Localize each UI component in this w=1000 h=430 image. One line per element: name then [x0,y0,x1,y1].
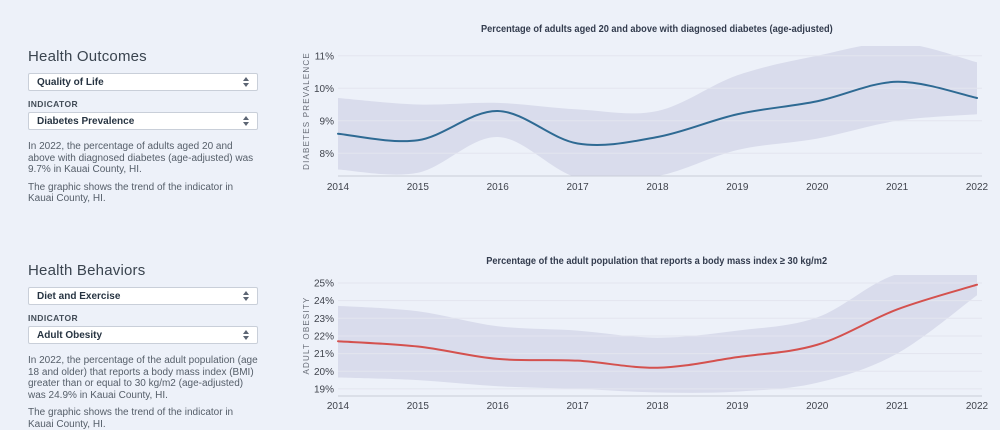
y-axis-label: ADULT OBESITY [302,297,311,375]
confidence-band [338,46,977,176]
indicator-select-obesity[interactable]: Adult Obesity [28,326,258,344]
updown-arrows-icon [243,116,249,126]
indicator-select-diabetes[interactable]: Diabetes Prevalence [28,112,258,130]
indicator-label: INDICATOR [28,313,79,323]
arrow-up [243,291,249,295]
x-tick-label: 2014 [327,182,350,193]
diabetes-chart-block: Percentage of adults aged 20 and above w… [300,22,992,198]
trend-line [337,283,978,369]
indicator-select-value: Diabetes Prevalence [37,115,135,127]
graphic-note: The graphic shows the trend of the indic… [28,407,234,430]
x-tick-label: 2019 [726,182,749,193]
arrow-up [243,116,249,120]
chart-title-obesity: Percentage of the adult population that … [486,255,828,267]
chart-title-diabetes: Percentage of adults aged 20 and above w… [481,23,833,35]
section-title-health-outcomes: Health Outcomes [28,48,147,65]
arrow-down [243,122,249,126]
arrow-up [243,330,249,334]
y-tick-label: 11% [315,51,334,62]
x-tick-label: 2017 [567,401,590,412]
y-tick-label: 21% [314,349,334,360]
category-select-diet-exercise[interactable]: Diet and Exercise [28,287,258,305]
category-select-value: Diet and Exercise [37,290,121,302]
y-tick-label: 8% [320,149,335,160]
x-tick-label: 2016 [487,182,510,193]
indicator-description: In 2022, the percentage of the adult pop… [28,355,258,401]
y-axis-label: DIABETES PREVALENCE [302,52,311,170]
indicator-select-value: Adult Obesity [37,329,103,341]
category-select-value: Quality of Life [37,76,104,88]
y-tick-label: 9% [320,116,335,127]
trend-chart-obesity[interactable]: 19% 20% 21% 22% 23% 24% 25% 2014 2015 2016 2017 201… [300,270,990,418]
trend-chart-diabetes[interactable]: 8% 9% 10% 11% 2014 2015 2016 2017 2018 2019 2020 20… [300,38,990,198]
x-tick-label: 2018 [646,401,669,412]
y-tick-label: 20% [314,367,334,378]
x-tick-label: 2022 [966,182,989,193]
health-outcomes-panel: Health Outcomes Quality of Life INDICATO… [28,48,258,205]
y-tick-label: 10% [314,84,334,95]
arrow-up [243,77,249,81]
confidence-band [338,275,977,393]
x-tick-label: 2014 [327,401,350,412]
updown-arrows-icon [243,77,249,87]
arrow-down [243,83,249,87]
y-tick-label: 19% [314,384,334,395]
y-tick-label: 24% [314,296,334,307]
indicator-label: INDICATOR [28,99,79,109]
category-select-quality-of-life[interactable]: Quality of Life [28,73,258,91]
section-title-health-behaviors: Health Behaviors [28,262,146,279]
trend-line [337,80,978,146]
updown-arrows-icon [243,330,249,340]
y-tick-label: 23% [314,314,334,325]
graphic-note: The graphic shows the trend of the indic… [28,181,234,205]
x-tick-label: 2021 [886,401,909,412]
y-tick-label: 25% [314,278,334,289]
y-tick-label: 22% [314,331,334,342]
indicator-description: In 2022, the percentage of adults aged 2… [28,141,254,175]
x-tick-label: 2021 [886,182,909,193]
x-tick-label: 2020 [806,401,829,412]
x-tick-label: 2018 [646,182,669,193]
x-tick-label: 2022 [966,401,989,412]
updown-arrows-icon [243,291,249,301]
arrow-down [243,297,249,301]
x-tick-label: 2015 [407,401,430,412]
x-tick-label: 2016 [487,401,510,412]
x-tick-label: 2020 [806,182,829,193]
x-tick-label: 2017 [567,182,590,193]
arrow-down [243,336,249,340]
obesity-chart-block: Percentage of the adult population that … [300,254,992,418]
x-tick-label: 2019 [726,401,749,412]
health-behaviors-panel: Health Behaviors Diet and Exercise INDIC… [28,262,258,430]
x-tick-label: 2015 [407,182,430,193]
